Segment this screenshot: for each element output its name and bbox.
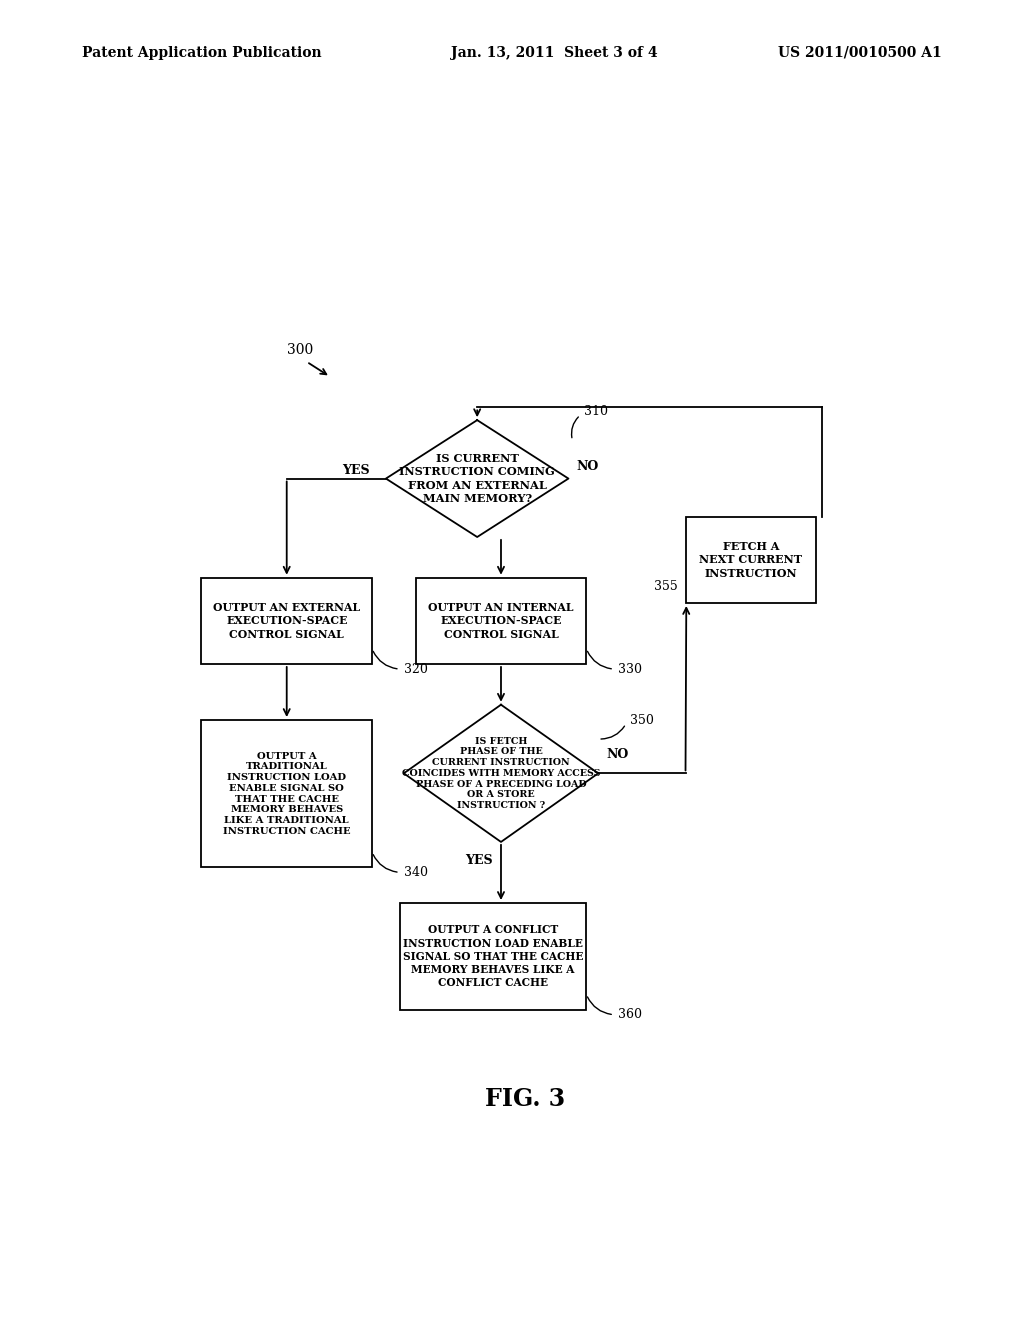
- Bar: [202, 719, 372, 867]
- Text: YES: YES: [466, 854, 494, 867]
- Text: 300: 300: [287, 343, 313, 356]
- Text: IS CURRENT
INSTRUCTION COMING
FROM AN EXTERNAL
MAIN MEMORY?: IS CURRENT INSTRUCTION COMING FROM AN EX…: [399, 453, 555, 504]
- Text: OUTPUT A
TRADITIONAL
INSTRUCTION LOAD
ENABLE SIGNAL SO
THAT THE CACHE
MEMORY BEH: OUTPUT A TRADITIONAL INSTRUCTION LOAD EN…: [223, 751, 350, 836]
- Text: 310: 310: [585, 405, 608, 418]
- Text: FIG. 3: FIG. 3: [484, 1086, 565, 1110]
- Text: Patent Application Publication: Patent Application Publication: [82, 46, 322, 59]
- Text: 360: 360: [618, 1008, 642, 1022]
- Text: 320: 320: [403, 663, 428, 676]
- Text: 330: 330: [618, 663, 642, 676]
- Bar: [685, 516, 816, 603]
- Text: OUTPUT AN INTERNAL
EXECUTION-SPACE
CONTROL SIGNAL: OUTPUT AN INTERNAL EXECUTION-SPACE CONTR…: [428, 602, 573, 640]
- Text: 350: 350: [630, 714, 654, 727]
- Text: IS FETCH
PHASE OF THE
CURRENT INSTRUCTION
COINCIDES WITH MEMORY ACCESS
PHASE OF : IS FETCH PHASE OF THE CURRENT INSTRUCTIO…: [401, 737, 600, 810]
- Bar: [416, 578, 587, 664]
- Text: OUTPUT A CONFLICT
INSTRUCTION LOAD ENABLE
SIGNAL SO THAT THE CACHE
MEMORY BEHAVE: OUTPUT A CONFLICT INSTRUCTION LOAD ENABL…: [402, 924, 584, 989]
- Text: Jan. 13, 2011  Sheet 3 of 4: Jan. 13, 2011 Sheet 3 of 4: [451, 46, 657, 59]
- Text: 355: 355: [653, 579, 678, 593]
- Bar: [399, 903, 587, 1010]
- Bar: [202, 578, 372, 664]
- Text: NO: NO: [577, 459, 599, 473]
- Text: FETCH A
NEXT CURRENT
INSTRUCTION: FETCH A NEXT CURRENT INSTRUCTION: [699, 541, 803, 578]
- Text: 340: 340: [403, 866, 428, 879]
- Text: NO: NO: [606, 748, 629, 762]
- Text: OUTPUT AN EXTERNAL
EXECUTION-SPACE
CONTROL SIGNAL: OUTPUT AN EXTERNAL EXECUTION-SPACE CONTR…: [213, 602, 360, 640]
- Text: YES: YES: [342, 463, 370, 477]
- Text: US 2011/0010500 A1: US 2011/0010500 A1: [778, 46, 942, 59]
